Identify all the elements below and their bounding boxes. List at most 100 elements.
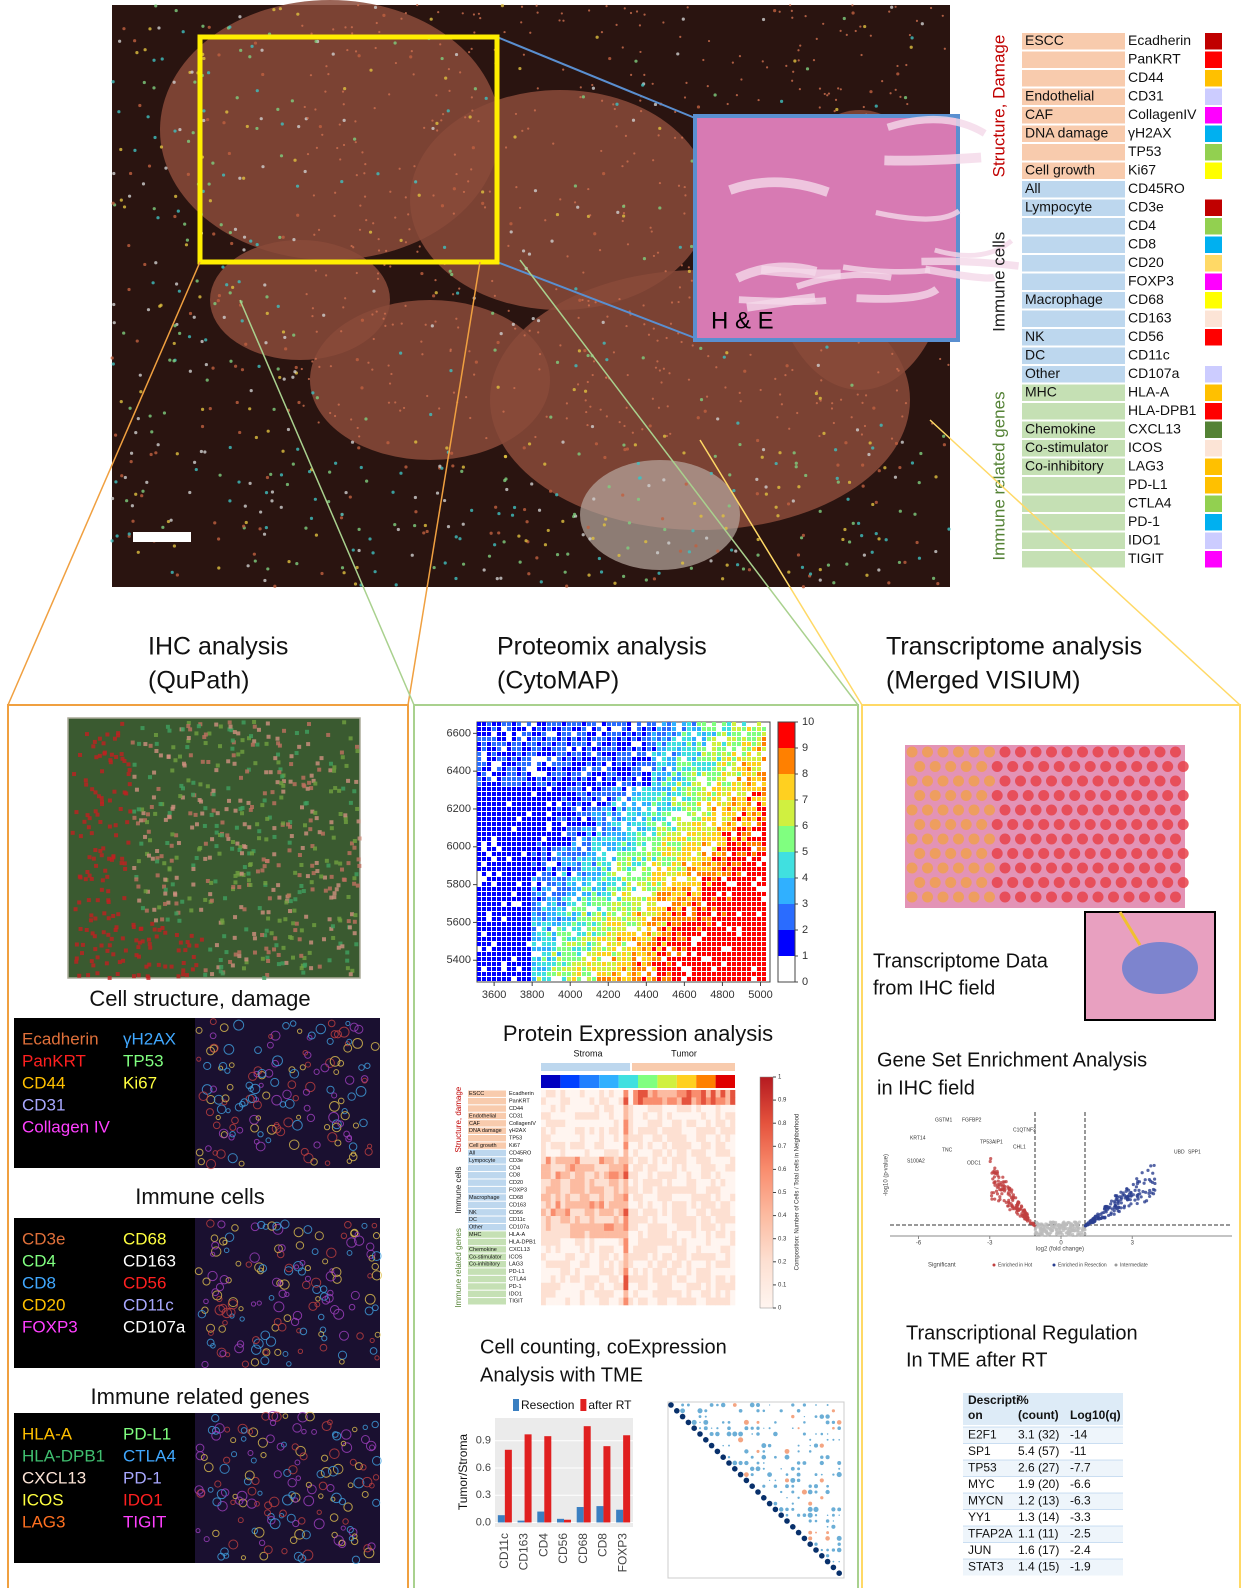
ihc-texture: [276, 753, 280, 757]
tissue-speckle: [896, 65, 898, 67]
cell-point: [617, 817, 621, 821]
cell-point: [492, 862, 496, 866]
cell-point: [617, 777, 621, 781]
cell-point: [497, 867, 501, 871]
tissue-speckle: [315, 269, 317, 271]
tissue-speckle: [556, 361, 559, 364]
cell-point: [582, 742, 586, 746]
ihc-texture: [174, 911, 178, 915]
cell-point: [622, 857, 626, 861]
cell-point: [522, 802, 526, 806]
tissue-speckle: [505, 146, 507, 148]
tissue-speckle: [441, 204, 444, 207]
tissue-speckle: [901, 441, 904, 444]
ihc-texture: [270, 931, 274, 935]
cell-point: [627, 767, 631, 771]
tissue-speckle: [497, 512, 500, 515]
tissue-speckle: [204, 338, 207, 341]
label: CD68: [1128, 291, 1164, 307]
cell-point: [697, 977, 701, 981]
tissue-speckle: [583, 349, 586, 352]
cell-point: [507, 747, 511, 751]
tissue-speckle: [189, 312, 192, 315]
cell-point: [557, 727, 561, 731]
cell-point: [607, 902, 611, 906]
cell-point: [727, 832, 731, 836]
cell-point: [537, 907, 541, 911]
cell-point: [602, 857, 606, 861]
tissue-speckle: [566, 255, 568, 257]
tissue-speckle: [343, 103, 345, 105]
tissue-speckle: [322, 314, 325, 317]
cell-point: [547, 747, 551, 751]
cell-point: [517, 812, 521, 816]
cell-point: [682, 752, 686, 756]
cell-point: [702, 922, 706, 926]
ihc-texture: [339, 812, 343, 816]
ihc-texture: [220, 833, 224, 837]
cell-point: [522, 907, 526, 911]
cell-point: [522, 887, 526, 891]
ihc-texture: [108, 825, 112, 829]
cell-point: [667, 722, 671, 726]
tissue-speckle: [625, 325, 627, 327]
cell-point: [712, 867, 716, 871]
cell-point: [547, 852, 551, 856]
cell-point: [532, 747, 536, 751]
cell-point: [522, 797, 526, 801]
ihc-texture: [153, 812, 157, 816]
cell-point: [587, 722, 591, 726]
tissue-speckle: [431, 324, 434, 327]
tissue-speckle: [367, 362, 369, 364]
tissue-speckle: [921, 22, 924, 25]
legend-swatch: [1205, 144, 1222, 161]
cell-point: [482, 802, 486, 806]
cell-point: [502, 882, 506, 886]
tissue-speckle: [660, 381, 662, 383]
tissue-speckle: [266, 567, 269, 570]
cell-point: [577, 922, 581, 926]
cell-point: [612, 922, 616, 926]
ihc-texture: [155, 935, 159, 939]
ihc-texture: [212, 792, 216, 796]
tissue-speckle: [279, 7, 282, 10]
ihc-texture: [289, 780, 293, 784]
ihc-texture: [332, 769, 336, 773]
cell-point: [497, 857, 501, 861]
cell-point: [637, 937, 641, 941]
ihc-texture: [249, 734, 253, 738]
cell-point: [607, 737, 611, 741]
tissue-speckle: [669, 433, 671, 435]
tissue-speckle: [255, 127, 258, 130]
tissue-speckle: [208, 26, 211, 29]
cell-point: [537, 957, 541, 961]
cell-point: [527, 957, 531, 961]
cell-point: [672, 817, 676, 821]
ihc-texture: [293, 782, 297, 786]
cell-point: [662, 907, 666, 911]
tissue-speckle: [692, 344, 694, 346]
tissue-speckle: [887, 581, 890, 584]
cell-point: [642, 857, 646, 861]
cell-point: [637, 827, 641, 831]
ihc-texture: [150, 805, 154, 809]
cell-point: [607, 897, 611, 901]
cell-point: [532, 887, 536, 891]
tissue-speckle: [471, 96, 473, 98]
cell-point: [672, 847, 676, 851]
cell-point: [587, 732, 591, 736]
cell-point: [627, 842, 631, 846]
ihc-texture: [209, 881, 213, 885]
legend-swatch: [1205, 311, 1222, 328]
cell-point: [672, 767, 676, 771]
cell-point: [677, 912, 681, 916]
cell-point: [697, 827, 701, 831]
tissue-speckle: [905, 402, 907, 404]
tissue-speckle: [473, 31, 475, 33]
cell-point: [712, 742, 716, 746]
cell-point: [572, 767, 576, 771]
tissue-speckle: [652, 83, 654, 85]
ihc-texture: [238, 799, 242, 803]
tissue-speckle: [493, 543, 496, 546]
cell-point: [712, 847, 716, 851]
